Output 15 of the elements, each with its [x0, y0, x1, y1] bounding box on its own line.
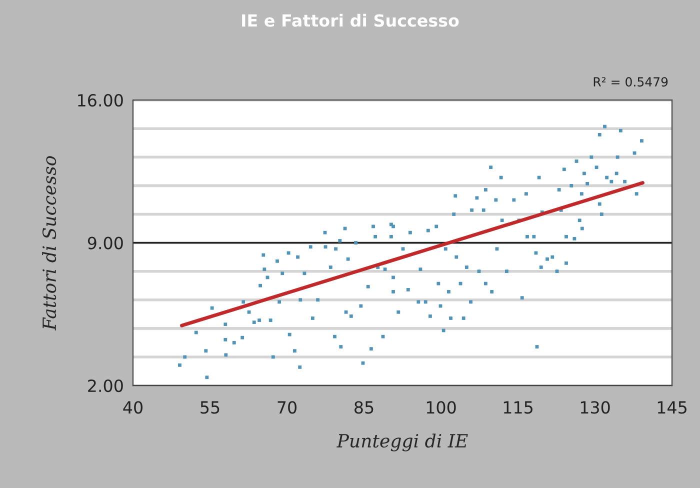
- x-tick-label: 55: [200, 401, 220, 414]
- y-tick-label: 16.00: [78, 94, 123, 107]
- x-tick-label: 100: [426, 401, 456, 414]
- y-tick-label: 2.00: [88, 379, 123, 392]
- x-tick-label: 85: [354, 401, 374, 414]
- y-tick-label: 9.00: [88, 236, 123, 250]
- x-axis-title: Punteggi di IE: [336, 434, 468, 452]
- x-tick-label: 70: [278, 401, 296, 414]
- text: R² = 0.5479: [594, 77, 668, 87]
- x-tick-label: 130: [580, 401, 610, 414]
- x-tick-label: 115: [504, 401, 532, 414]
- x-tick-label: 145: [658, 401, 686, 414]
- x-tick-label: 40: [123, 401, 142, 414]
- y-axis-title: Fattori di Successo: [42, 156, 56, 331]
- chart-title: IE e Fattori di Successo: [242, 14, 459, 27]
